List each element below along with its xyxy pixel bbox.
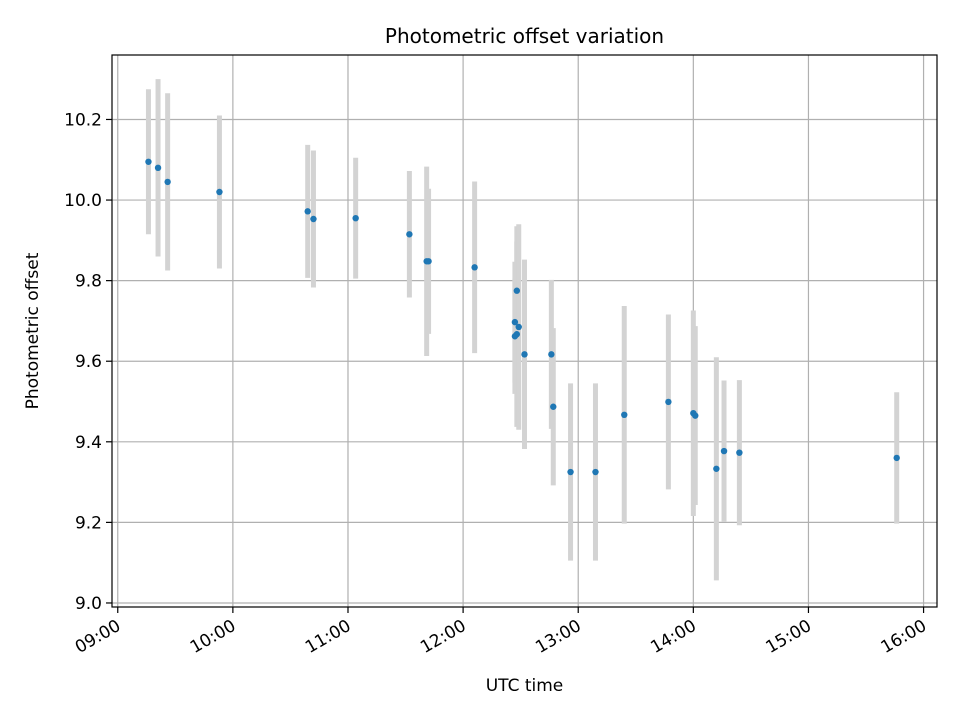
y-tick-label: 9.2	[75, 513, 102, 533]
data-point	[164, 178, 171, 186]
data-point	[216, 188, 223, 196]
data-point	[567, 468, 574, 476]
y-axis-label: Photometric offset	[23, 252, 43, 409]
plot-frame	[111, 54, 938, 608]
data-points	[145, 158, 900, 476]
data-point	[550, 403, 557, 410]
y-tick-label: 10.0	[64, 191, 102, 211]
data-point	[513, 331, 521, 338]
data-point	[425, 258, 432, 265]
data-point	[304, 208, 311, 215]
data-point	[515, 323, 522, 331]
data-point	[513, 287, 521, 294]
data-point	[548, 351, 555, 358]
data-point	[511, 318, 519, 326]
data-point	[592, 468, 599, 476]
y-tick-label: 9.8	[75, 272, 102, 292]
y-tick-label: 9.6	[75, 352, 102, 372]
data-point	[893, 454, 900, 462]
data-point	[720, 447, 728, 455]
data-point	[352, 214, 359, 222]
data-point	[621, 411, 628, 419]
data-point	[154, 164, 162, 172]
y-tick-label: 9.4	[75, 433, 102, 453]
chart-title: Photometric offset variation	[385, 24, 664, 48]
y-tick-label: 9.0	[75, 594, 102, 614]
data-point	[521, 351, 528, 358]
data-point	[471, 264, 478, 271]
data-point	[665, 398, 672, 406]
data-point	[692, 412, 699, 419]
data-point	[713, 465, 720, 472]
y-axis-ticks: 9.0 9.2 9.4 9.6 9.8 10.0 10.2	[64, 110, 112, 614]
data-point	[736, 449, 743, 456]
data-point	[406, 231, 413, 238]
data-point	[145, 158, 152, 165]
y-tick-label: 10.2	[64, 110, 102, 130]
x-axis-label: UTC time	[486, 676, 564, 696]
data-point	[310, 215, 317, 223]
